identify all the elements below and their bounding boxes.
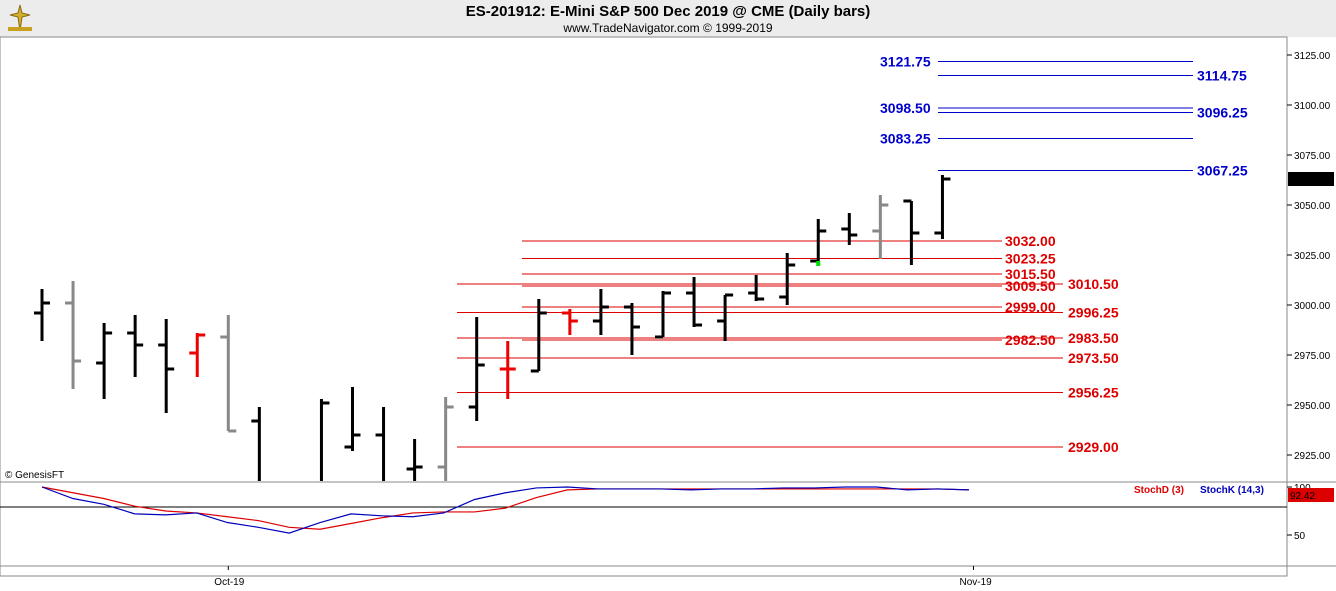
date-tick-label: Oct-19 (214, 577, 244, 588)
stoch-k-line (41, 486, 970, 534)
ohlc-bar (748, 275, 765, 301)
chart-header: ES-201912: E-Mini S&P 500 Dec 2019 @ CME… (0, 0, 1336, 37)
last-price-label: 3063.00 (1290, 175, 1327, 186)
stoch-last-label: 92.42 (1290, 491, 1315, 502)
ohlc-bar (530, 299, 547, 373)
chart-title: ES-201912: E-Mini S&P 500 Dec 2019 @ CME… (465, 3, 871, 20)
red-level-label: 2956.25 (1068, 385, 1119, 401)
ohlc-bar (468, 317, 485, 421)
ohlc-bar (96, 323, 113, 399)
blue-level-label: 3098.50 (880, 100, 931, 116)
price-tick-label: 3000.00 (1294, 301, 1331, 312)
price-axis: 3125.00 3100.00 3075.00 3050.00 3025.00 3000.… (1287, 51, 1334, 462)
price-tick-label: 3050.00 (1294, 201, 1331, 212)
blue-level-label: 3083.25 (880, 131, 931, 147)
chart-subtitle: www.TradeNavigator.com © 1999-2019 (563, 21, 773, 35)
chart-frame (0, 36, 1336, 577)
ohlc-bar (686, 277, 703, 327)
ohlc-bars (34, 175, 951, 481)
trade-navigator-logo-icon (8, 4, 32, 32)
ohlc-bar (127, 315, 144, 377)
blue-level-label: 3067.25 (1197, 163, 1248, 179)
stochastic-panel: 10050StochD (3)StochK (14,3)92.42 (0, 483, 1334, 542)
stoch-d-legend: StochD (3) (1134, 485, 1184, 496)
ohlc-bar (623, 303, 640, 355)
price-tick-label: 3025.00 (1294, 251, 1331, 262)
ohlc-bar (344, 387, 361, 451)
red-level-label: 3032.00 (1005, 233, 1056, 249)
red-level-label: 3009.50 (1005, 278, 1056, 294)
last-price-box (1288, 172, 1334, 186)
date-tick-label: Nov-19 (960, 577, 993, 588)
ohlc-bar (903, 199, 920, 265)
stoch-tick-label: 50 (1294, 531, 1306, 542)
price-tick-label: 3125.00 (1294, 51, 1331, 62)
ohlc-bar (655, 291, 671, 339)
blue-level-label: 3114.75 (1197, 68, 1247, 84)
ohlc-bar (437, 397, 454, 481)
watermark-text: © GenesisFT (5, 470, 64, 481)
red-level-label: 3015.50 (1005, 266, 1056, 282)
blue-levels: 3121.75 3114.75 3098.50 3096.25 3083.25 3067.… (880, 54, 1248, 179)
ohlc-bar (592, 289, 609, 335)
ohlc-bar (65, 281, 82, 389)
date-axis: Oct-19 Nov-19 (214, 566, 992, 588)
ohlc-bar (319, 399, 330, 481)
red-level-label: 3010.50 (1068, 276, 1119, 292)
stoch-k-legend: StochK (14,3) (1200, 485, 1264, 496)
ohlc-bar (251, 407, 261, 481)
red-level-label: 2983.50 (1068, 330, 1119, 346)
red-level-label: 2982.50 (1005, 332, 1056, 348)
red-level-label: 3023.25 (1005, 251, 1056, 267)
blue-level-label: 3121.75 (880, 54, 931, 70)
ohlc-bar (872, 195, 889, 259)
price-tick-label: 2925.00 (1294, 451, 1331, 462)
ohlc-bar (499, 341, 516, 399)
ohlc-bar (34, 289, 50, 341)
ohlc-bar (220, 315, 237, 433)
ohlc-bar (375, 407, 386, 481)
price-tick-label: 2975.00 (1294, 351, 1331, 362)
red-level-label: 2999.00 (1005, 299, 1056, 315)
price-tick-label: 3100.00 (1294, 101, 1331, 112)
red-level-label: 2973.50 (1068, 350, 1119, 366)
ohlc-bar (934, 175, 951, 239)
signal-marker (816, 261, 821, 266)
price-tick-label: 2950.00 (1294, 401, 1331, 412)
red-level-label: 2929.00 (1068, 439, 1119, 455)
price-tick-label: 3075.00 (1294, 151, 1331, 162)
blue-level-label: 3096.25 (1197, 105, 1248, 121)
ohlc-bar (841, 213, 858, 245)
stoch-last-box (1288, 488, 1334, 502)
ohlc-bar (158, 319, 175, 413)
ohlc-bar (189, 333, 206, 377)
red-level-label: 2996.25 (1068, 305, 1119, 321)
ohlc-bar (717, 293, 734, 341)
ohlc-bar (779, 253, 796, 305)
ohlc-bar (406, 439, 423, 481)
ohlc-bar (561, 309, 578, 335)
